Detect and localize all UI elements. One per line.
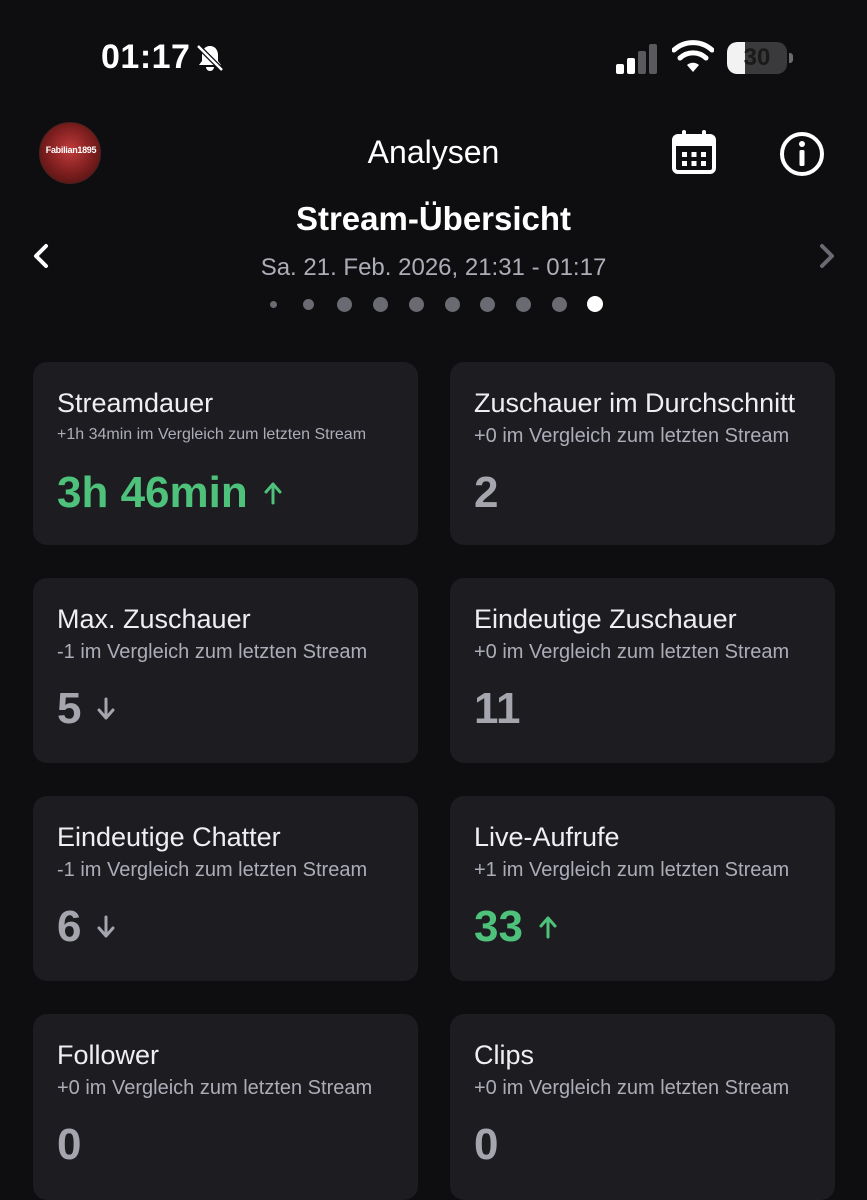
info-icon[interactable] bbox=[778, 130, 826, 178]
stat-card-title: Eindeutige Zuschauer bbox=[474, 604, 737, 634]
stat-card-comparison: +0 im Vergleich zum letzten Stream bbox=[474, 641, 790, 663]
stat-card-comparison: +0 im Vergleich zum letzten Stream bbox=[474, 425, 790, 447]
arrow-down-icon bbox=[97, 697, 115, 720]
avatar[interactable]: Fabilian1895 bbox=[39, 122, 101, 184]
page-dot[interactable] bbox=[480, 296, 496, 312]
status-bar: 01:17 30 bbox=[0, 0, 867, 110]
battery-percentage: 30 bbox=[743, 44, 771, 71]
page-dot[interactable] bbox=[444, 296, 460, 312]
stat-card-comparison: +1h 34min im Vergleich zum letzten Strea… bbox=[57, 426, 367, 443]
page-dot[interactable] bbox=[408, 296, 424, 312]
stat-card-comparison: +0 im Vergleich zum letzten Stream bbox=[57, 1077, 373, 1099]
status-time: 01:17 bbox=[101, 38, 191, 76]
stat-card-comparison: +1 im Vergleich zum letzten Stream bbox=[474, 859, 790, 881]
stat-card-title: Follower bbox=[57, 1040, 160, 1070]
stat-card-value: 0 bbox=[57, 1120, 82, 1169]
calendar-icon[interactable] bbox=[670, 128, 718, 176]
stat-card-title: Max. Zuschauer bbox=[57, 604, 251, 634]
chevron-left-icon[interactable] bbox=[28, 240, 56, 272]
stat-card-comparison: +0 im Vergleich zum letzten Stream bbox=[474, 1077, 790, 1099]
arrow-up-icon bbox=[264, 482, 282, 505]
bell-muted-icon bbox=[196, 44, 224, 72]
battery-indicator: 30 bbox=[727, 42, 793, 74]
page-dot[interactable] bbox=[303, 298, 315, 310]
page-dot[interactable] bbox=[372, 296, 388, 312]
stat-card[interactable]: Clips +0 im Vergleich zum letzten Stream 0 bbox=[450, 1014, 835, 1200]
page-indicator[interactable] bbox=[264, 295, 609, 315]
stat-card[interactable]: Follower +0 im Vergleich zum letzten Stre… bbox=[33, 1014, 418, 1200]
stat-card[interactable]: Eindeutige Zuschauer +0 im Vergleich zum … bbox=[450, 578, 835, 763]
stat-card-value: 3h 46min bbox=[57, 468, 248, 517]
stat-card[interactable]: Live-Aufrufe +1 im Vergleich zum letzten … bbox=[450, 796, 835, 981]
page-dot-active[interactable] bbox=[587, 296, 604, 312]
stat-card-value: 0 bbox=[474, 1120, 499, 1169]
arrow-up-icon bbox=[539, 916, 557, 939]
stat-card[interactable]: Eindeutige Chatter -1 im Vergleich zum le… bbox=[33, 796, 418, 981]
stat-card[interactable]: Zuschauer im Durchschnitt +0 im Vergleich… bbox=[450, 362, 835, 545]
stat-card-value: 11 bbox=[474, 684, 521, 733]
page-dot[interactable] bbox=[516, 296, 532, 312]
avatar-text: Fabilian1895 bbox=[45, 145, 97, 155]
stat-card-value: 2 bbox=[474, 468, 499, 517]
stat-card-value: 5 bbox=[57, 684, 82, 733]
stat-card-value: 33 bbox=[474, 902, 523, 951]
stat-card-comparison: -1 im Vergleich zum letzten Stream bbox=[57, 859, 368, 881]
stat-card-title: Live-Aufrufe bbox=[474, 822, 620, 852]
section-title: Stream-Übersicht bbox=[295, 200, 572, 237]
wifi-icon bbox=[672, 40, 714, 72]
date-range: Sa. 21. Feb. 2026, 21:31 - 01:17 bbox=[260, 254, 607, 281]
page-dot[interactable] bbox=[551, 296, 567, 312]
stat-card-title: Eindeutige Chatter bbox=[57, 822, 281, 852]
arrow-down-icon bbox=[97, 915, 115, 938]
stat-card-value: 6 bbox=[57, 902, 82, 951]
stat-card[interactable]: Streamdauer +1h 34min im Vergleich zum le… bbox=[33, 362, 418, 545]
stat-card-title: Zuschauer im Durchschnitt bbox=[474, 388, 796, 418]
stat-card-comparison: -1 im Vergleich zum letzten Stream bbox=[57, 641, 368, 663]
stat-card-title: Streamdauer bbox=[57, 388, 214, 418]
stat-card[interactable]: Max. Zuschauer -1 im Vergleich zum letzte… bbox=[33, 578, 418, 763]
page-title: Analysen bbox=[367, 134, 500, 170]
cellular-signal-icon bbox=[616, 44, 657, 74]
page-dot[interactable] bbox=[337, 296, 353, 312]
page-dot[interactable] bbox=[269, 300, 277, 308]
stat-card-title: Clips bbox=[474, 1040, 535, 1070]
chevron-right-icon[interactable] bbox=[812, 240, 840, 272]
